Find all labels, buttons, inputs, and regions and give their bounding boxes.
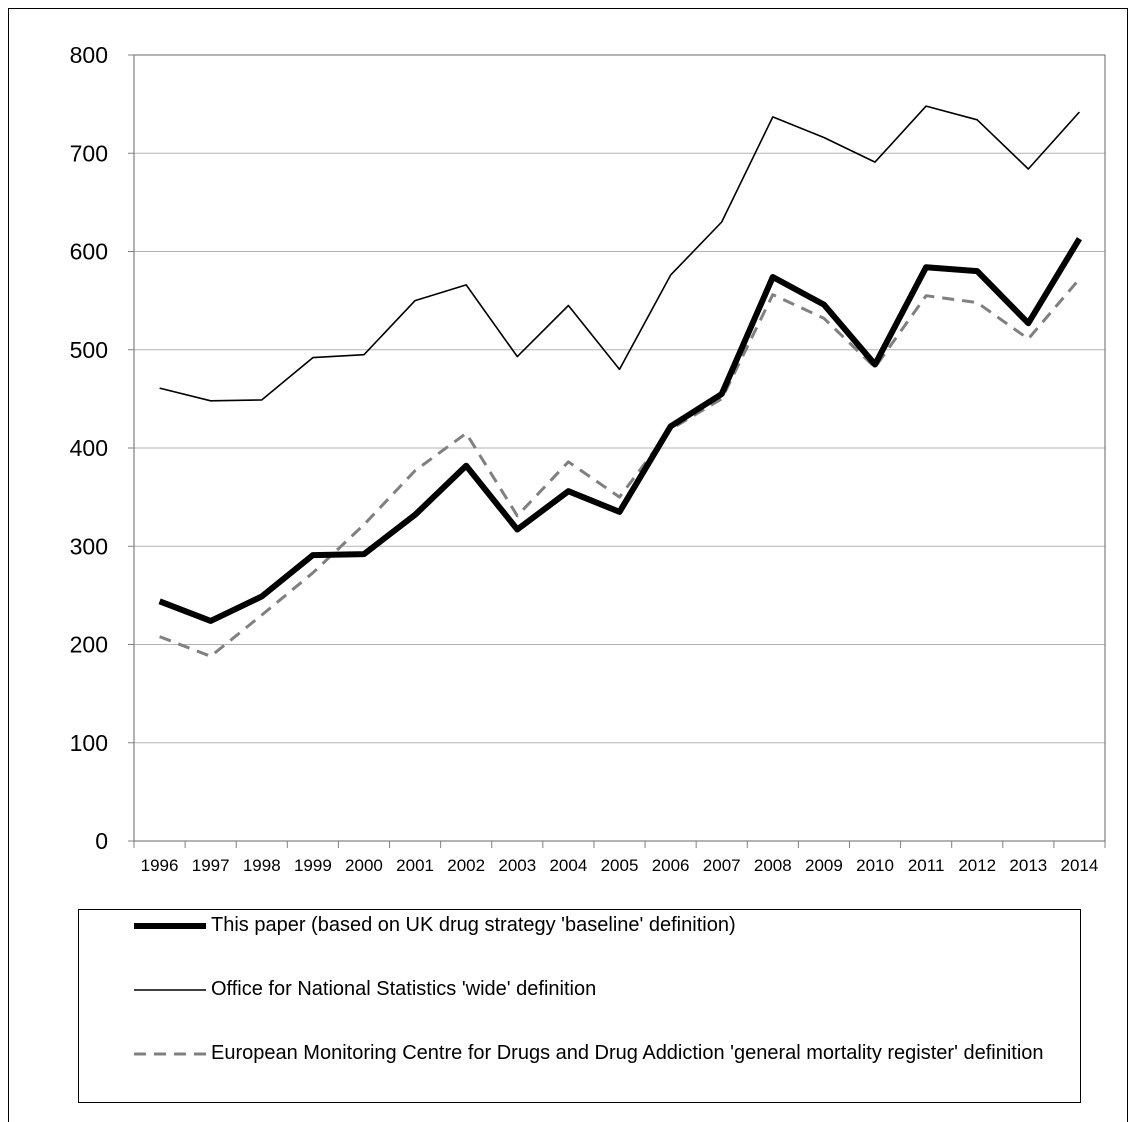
y-tick-labels: 0 100 200 300 400 500 600 700 800	[70, 42, 108, 854]
x-tick-label: 2003	[498, 856, 536, 875]
x-tick-label: 2014	[1061, 856, 1099, 875]
y-tick-label: 800	[70, 42, 108, 68]
legend-label: This paper (based on UK drug strategy 'b…	[211, 913, 1071, 938]
y-tick-label: 300	[70, 533, 108, 559]
x-tick-label: 2009	[805, 856, 843, 875]
y-tick-label: 700	[70, 140, 108, 166]
x-tick-label: 1998	[243, 856, 281, 875]
x-tick-label: 2004	[549, 856, 587, 875]
x-tick-label: 1996	[141, 856, 179, 875]
x-tick-label: 2008	[754, 856, 792, 875]
x-tick-label: 2001	[396, 856, 434, 875]
x-tick-label: 2002	[447, 856, 485, 875]
legend-swatch-dashed	[134, 1044, 206, 1064]
series-lines	[160, 106, 1080, 656]
axes	[128, 55, 1105, 848]
gridlines	[134, 55, 1105, 743]
legend-label: European Monitoring Centre for Drugs and…	[211, 1041, 1071, 1066]
x-tick-label: 1997	[192, 856, 230, 875]
x-tick-labels: 1996 1997 1998 1999 2000 2001 2002 2003 2004 2005…	[141, 856, 1099, 875]
y-tick-label: 400	[70, 435, 108, 461]
series-line-thick-solid	[160, 239, 1080, 621]
x-tick-label: 2007	[703, 856, 741, 875]
x-tick-label: 2012	[958, 856, 996, 875]
x-tick-label: 2005	[601, 856, 639, 875]
legend-swatch-thick-solid	[134, 916, 206, 936]
series-line-thin-solid	[160, 106, 1080, 401]
x-tick-label: 2013	[1009, 856, 1047, 875]
y-tick-label: 200	[70, 632, 108, 658]
legend-swatch-thin-solid	[134, 980, 206, 1000]
x-tick-label: 1999	[294, 856, 332, 875]
legend: This paper (based on UK drug strategy 'b…	[78, 909, 1081, 1103]
legend-label: Office for National Statistics 'wide' de…	[211, 977, 1071, 1002]
y-tick-label: 100	[70, 730, 108, 756]
y-tick-label: 600	[70, 239, 108, 265]
x-tick-label: 2006	[652, 856, 690, 875]
x-tick-label: 2010	[856, 856, 894, 875]
series-line-dashed	[160, 279, 1080, 656]
x-tick-label: 2000	[345, 856, 383, 875]
x-tick-label: 2011	[908, 856, 945, 875]
y-tick-label: 0	[95, 828, 108, 854]
y-tick-label: 500	[70, 337, 108, 363]
